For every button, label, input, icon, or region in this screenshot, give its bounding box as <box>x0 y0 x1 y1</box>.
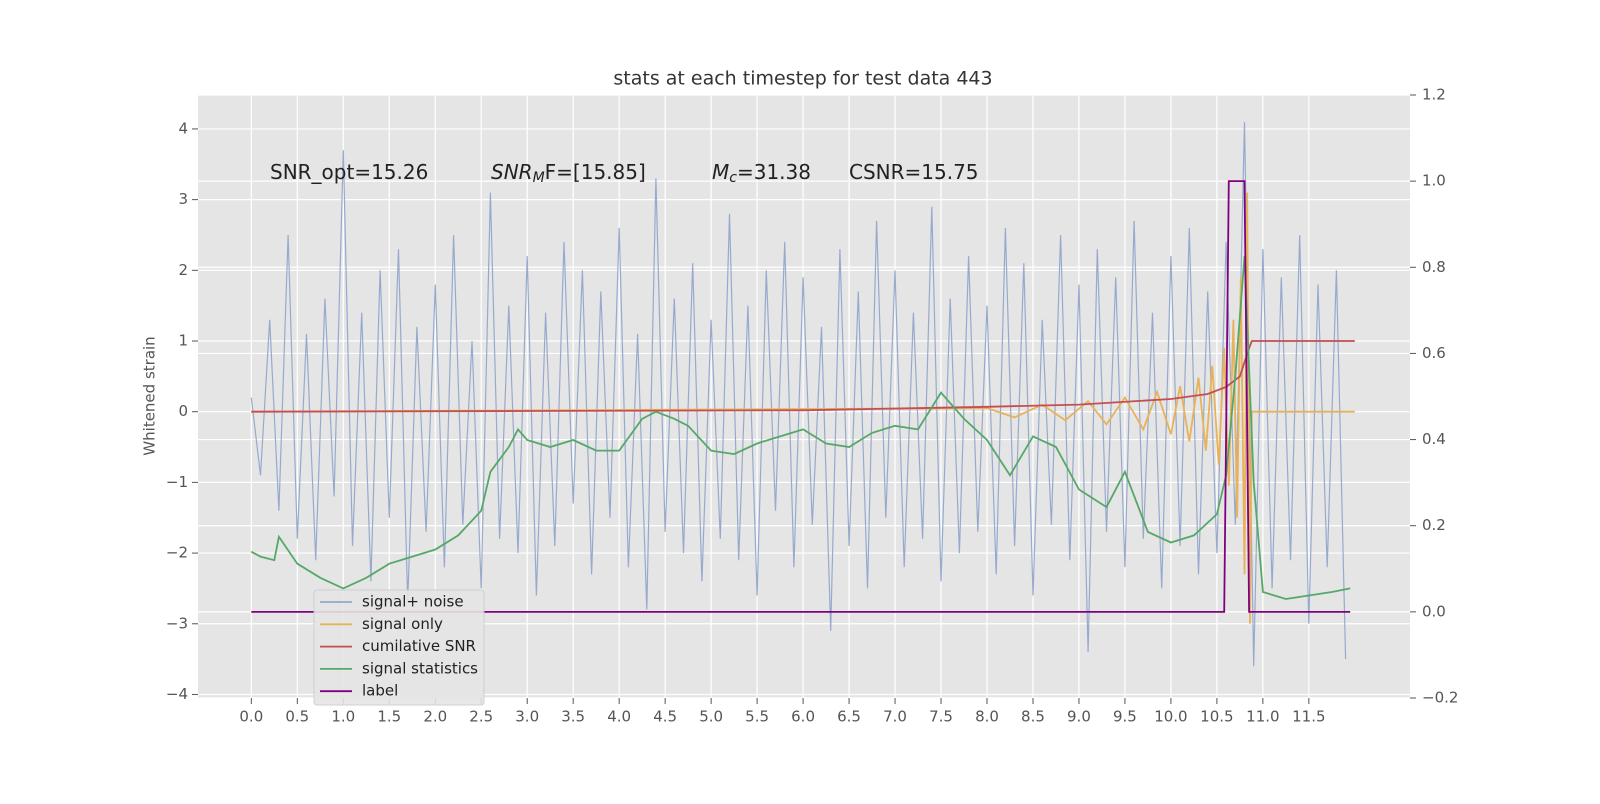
x-tick-label: 5.0 <box>699 708 723 726</box>
y2-tick-label: 1.2 <box>1422 86 1446 104</box>
y-axis-label: Whitened strain <box>141 336 159 455</box>
x-tick-label: 4.0 <box>607 708 631 726</box>
y-tick-label: −2 <box>166 544 188 562</box>
annotation-part: =31.38 <box>737 160 811 184</box>
series-line <box>251 192 1355 624</box>
x-tick-label: 9.0 <box>1067 708 1091 726</box>
y-tick-label: 4 <box>178 119 188 137</box>
chart-title: stats at each timestep for test data 443 <box>613 68 992 90</box>
y-tick-label: 2 <box>178 261 188 279</box>
annotation-part: SNR <box>491 160 533 184</box>
annotation: SNRMF=[15.85] <box>491 160 646 187</box>
x-tick-label: 9.5 <box>1113 708 1137 726</box>
y2-tick-label: −0.2 <box>1422 689 1458 707</box>
series-line <box>250 256 1351 600</box>
y-tick-label: 1 <box>178 332 188 350</box>
x-tick-label: 2.0 <box>423 708 447 726</box>
legend-label: label <box>362 682 398 700</box>
y2-tick-label: 0.0 <box>1422 602 1446 620</box>
annotation-part: SNR_opt=15.26 <box>270 160 428 184</box>
legend-label: signal only <box>362 615 443 633</box>
y-tick-label: −1 <box>166 473 188 491</box>
y-tick-label: 3 <box>178 190 188 208</box>
y2-tick-label: 1.0 <box>1422 172 1446 190</box>
x-tick-label: 1.5 <box>377 708 401 726</box>
legend-label: signal statistics <box>362 659 478 677</box>
y-tick-label: 0 <box>178 402 188 420</box>
x-tick-label: 0.5 <box>285 708 309 726</box>
y-tick-label: −4 <box>166 685 188 703</box>
annotation-part: c <box>729 170 737 186</box>
series-line <box>250 121 1347 667</box>
x-tick-label: 5.5 <box>745 708 769 726</box>
x-tick-label: 8.5 <box>1021 708 1045 726</box>
annotation: SNR_opt=15.26 <box>270 160 428 184</box>
x-tick-label: 11.5 <box>1292 708 1325 726</box>
y-tick-label: −3 <box>166 614 188 632</box>
x-tick-label: 0.0 <box>239 708 263 726</box>
x-tick-label: 3.5 <box>561 708 585 726</box>
annotation-part: F=[15.85] <box>545 160 646 184</box>
legend-label: signal+ noise <box>362 593 464 611</box>
y2-tick-label: 0.2 <box>1422 516 1446 534</box>
legend-box <box>313 589 485 706</box>
series-line <box>251 340 1355 413</box>
y2-tick-label: 0.4 <box>1422 430 1446 448</box>
x-tick-label: 7.0 <box>883 708 907 726</box>
series-line <box>251 180 1351 613</box>
x-tick-label: 10.5 <box>1200 708 1233 726</box>
x-tick-label: 4.5 <box>653 708 677 726</box>
x-tick-label: 11.0 <box>1246 708 1279 726</box>
x-tick-label: 3.0 <box>515 708 539 726</box>
x-tick-label: 6.0 <box>791 708 815 726</box>
x-tick-label: 10.0 <box>1154 708 1187 726</box>
legend-label: cumilative SNR <box>362 637 476 655</box>
x-tick-label: 1.0 <box>331 708 355 726</box>
y2-tick-label: 0.8 <box>1422 258 1446 276</box>
x-tick-label: 7.5 <box>929 708 953 726</box>
annotation: Mc=31.38 <box>712 160 811 187</box>
x-tick-label: 2.5 <box>469 708 493 726</box>
annotation: CSNR=15.75 <box>849 160 979 184</box>
x-tick-label: 8.0 <box>975 708 999 726</box>
annotation-part: M <box>533 170 545 186</box>
annotation-part: M <box>712 160 729 184</box>
annotation-part: CSNR=15.75 <box>849 160 979 184</box>
y2-tick-label: 0.6 <box>1422 344 1446 362</box>
x-tick-label: 6.5 <box>837 708 861 726</box>
